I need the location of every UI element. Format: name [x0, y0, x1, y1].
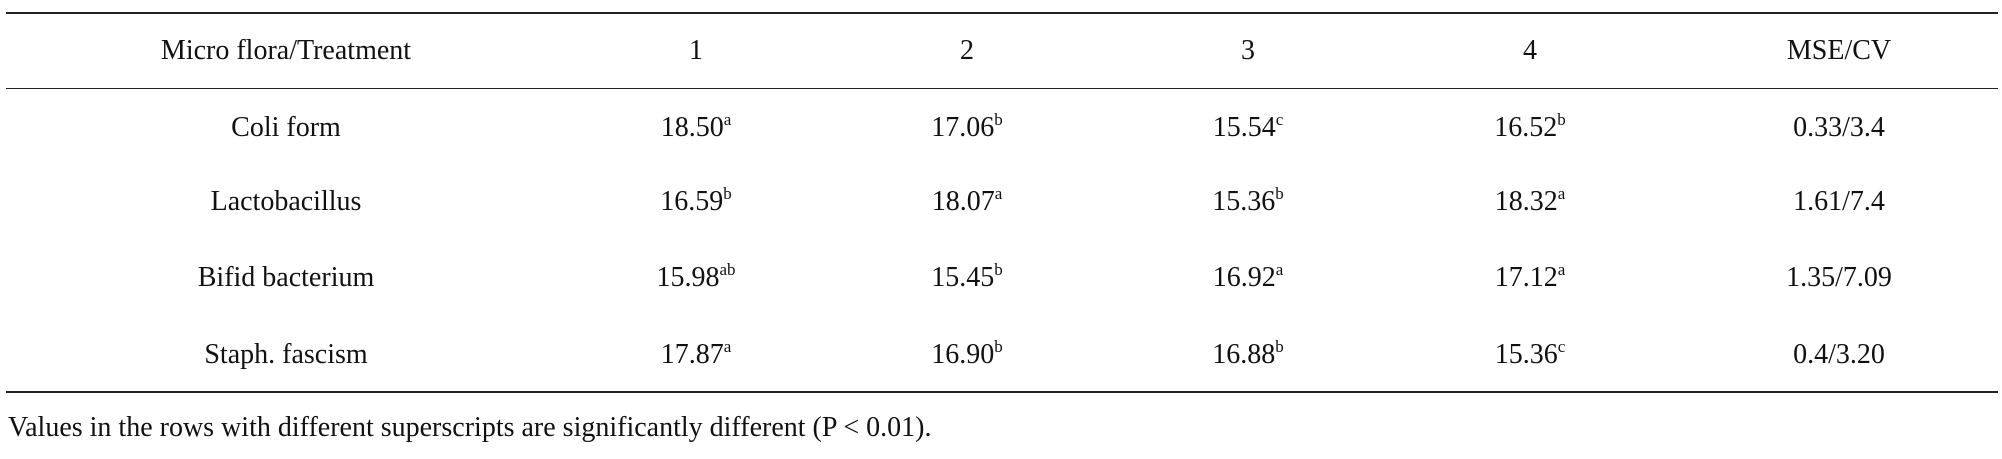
- header-cell: 2: [960, 35, 974, 66]
- superscript: b: [723, 184, 732, 203]
- data-cell: 1.35/7.09: [1786, 262, 1892, 294]
- header-cell: 4: [1523, 35, 1537, 66]
- cell-value: 17.06: [931, 112, 995, 143]
- superscript: a: [723, 110, 732, 129]
- cell-value: 15.36: [1212, 186, 1276, 217]
- superscript: b: [1557, 110, 1566, 129]
- superscript: a: [1557, 184, 1566, 203]
- superscript: ab: [719, 260, 736, 279]
- data-cell: 18.50a: [660, 110, 732, 144]
- superscript: c: [1275, 110, 1284, 129]
- data-cell: 15.98ab: [656, 260, 736, 294]
- data-cell: 1.61/7.4: [1793, 186, 1885, 218]
- data-cell: 15.36c: [1494, 337, 1566, 371]
- superscript: a: [723, 337, 732, 356]
- cell-value: 18.50: [660, 112, 724, 143]
- cell-value: 0.4/3.20: [1793, 339, 1885, 370]
- cell-value: 15.54: [1212, 112, 1276, 143]
- superscript: a: [1275, 260, 1284, 279]
- cell-value: 16.88: [1212, 339, 1276, 370]
- cell-value: Bifid bacterium: [197, 262, 375, 293]
- cell-value: Lactobacillus: [210, 186, 362, 217]
- data-cell: 16.90b: [931, 337, 1003, 371]
- cell-value: 15.36: [1494, 339, 1558, 370]
- data-cell: 0.4/3.20: [1793, 339, 1885, 371]
- data-cell: 18.32a: [1494, 184, 1566, 218]
- bottom-rule: [6, 391, 1998, 393]
- cell-value: 16.52: [1494, 112, 1558, 143]
- superscript: b: [1275, 337, 1284, 356]
- top-rule: [6, 12, 1998, 14]
- header-cell: 1: [689, 35, 703, 66]
- cell-value: 18.32: [1494, 186, 1558, 217]
- superscript: a: [994, 184, 1003, 203]
- data-cell: 17.12a: [1494, 260, 1566, 294]
- cell-value: 18.07: [931, 186, 995, 217]
- superscript: b: [994, 260, 1003, 279]
- cell-value: 17.12: [1494, 262, 1558, 293]
- data-cell: 15.36b: [1212, 184, 1284, 218]
- row-label: Lactobacillus: [211, 186, 362, 218]
- data-cell: 16.52b: [1494, 110, 1566, 144]
- row-label: Coli form: [231, 112, 341, 144]
- superscript: b: [994, 110, 1003, 129]
- row-label: Staph. fascism: [204, 339, 367, 371]
- superscript: b: [1275, 184, 1284, 203]
- table-note: Values in the rows with different supers…: [8, 412, 932, 443]
- data-cell: 16.88b: [1212, 337, 1284, 371]
- cell-value: 1.61/7.4: [1793, 186, 1885, 217]
- header-rule: [6, 88, 1998, 89]
- header-cell: Micro flora/Treatment: [160, 35, 412, 66]
- data-cell: 18.07a: [931, 184, 1003, 218]
- data-cell: 16.59b: [660, 184, 732, 218]
- data-cell: 16.92a: [1212, 260, 1284, 294]
- cell-value: 16.92: [1212, 262, 1276, 293]
- data-cell: 0.33/3.4: [1793, 112, 1885, 144]
- superscript: b: [994, 337, 1003, 356]
- cell-value: 15.98: [656, 262, 720, 293]
- data-cell: 15.45b: [931, 260, 1003, 294]
- cell-value: 1.35/7.09: [1786, 262, 1892, 293]
- data-cell: 17.87a: [660, 337, 732, 371]
- row-label: Bifid bacterium: [198, 262, 375, 294]
- cell-value: Coli form: [231, 112, 341, 143]
- cell-value: 16.90: [931, 339, 995, 370]
- cell-value: 17.87: [660, 339, 724, 370]
- data-cell: 17.06b: [931, 110, 1003, 144]
- cell-value: 16.59: [660, 186, 724, 217]
- cell-value: 15.45: [931, 262, 995, 293]
- header-cell: 3: [1241, 35, 1255, 66]
- header-cell: MSE/CV: [1786, 35, 1892, 66]
- superscript: a: [1557, 260, 1566, 279]
- data-cell: 15.54c: [1212, 110, 1284, 144]
- cell-value: 0.33/3.4: [1793, 112, 1885, 143]
- cell-value: Staph. fascism: [204, 339, 368, 370]
- superscript: c: [1557, 337, 1566, 356]
